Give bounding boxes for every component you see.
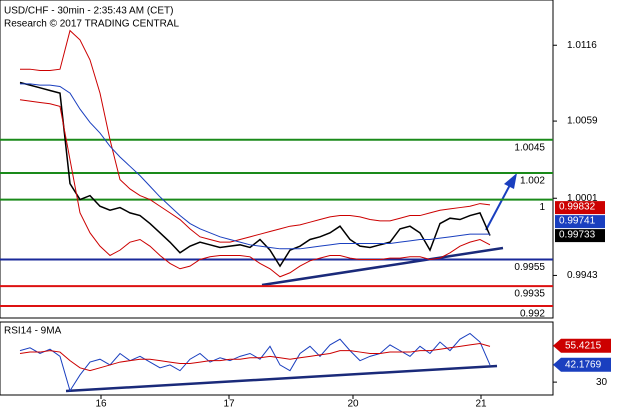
rsi-y-tick-label: 30 <box>596 377 608 388</box>
x-tick-label: 21 <box>475 399 487 410</box>
rsi-title: RSI14 - 9MA <box>4 326 62 337</box>
series-line <box>19 332 491 392</box>
price-tag <box>555 215 605 229</box>
support-trendline <box>261 246 504 287</box>
x-tick-label: 20 <box>347 399 359 410</box>
price-tag-label: 0.99832 <box>559 202 596 213</box>
price-tag-label: 0.99733 <box>559 230 596 241</box>
y-tick-label: 1.0001 <box>567 193 598 204</box>
series-line <box>19 99 491 278</box>
y-tick-label: 1.0059 <box>567 116 598 127</box>
main-frame <box>0 0 554 319</box>
price-tag-label: 0.99741 <box>559 216 596 227</box>
rsi-frame <box>0 321 554 396</box>
rsi-tag <box>553 357 611 372</box>
arrow-head <box>504 173 517 189</box>
series-line <box>19 81 491 268</box>
level-label: 1.002 <box>520 176 545 187</box>
x-tick-label: 17 <box>223 399 235 410</box>
level-label: 1.0045 <box>514 142 545 153</box>
level-label: 0.9935 <box>514 289 545 300</box>
level-label: 1 <box>539 202 545 213</box>
forecast-arrow <box>485 182 512 231</box>
series-line <box>20 83 490 250</box>
y-tick-label: 1.0116 <box>567 40 597 51</box>
price-tag <box>555 229 605 243</box>
rsi-trendline <box>65 364 498 393</box>
level-label: 0.992 <box>520 309 545 320</box>
y-tick-label: 0.9943 <box>567 270 598 281</box>
price-tag <box>555 201 605 215</box>
x-tick-label: 16 <box>95 399 107 410</box>
rsi-tag <box>553 338 611 353</box>
level-label: 0.9955 <box>514 262 545 273</box>
rsi-tag-label: 42.1769 <box>565 359 602 370</box>
rsi-tag-label: 55.4215 <box>565 340 602 351</box>
chart-subtitle: Research © 2017 TRADING CENTRAL <box>4 19 179 30</box>
chart-title: USD/CHF - 30min - 2:35:43 AM (CET) <box>4 6 173 17</box>
series-line <box>20 29 491 243</box>
series-line <box>19 342 491 372</box>
